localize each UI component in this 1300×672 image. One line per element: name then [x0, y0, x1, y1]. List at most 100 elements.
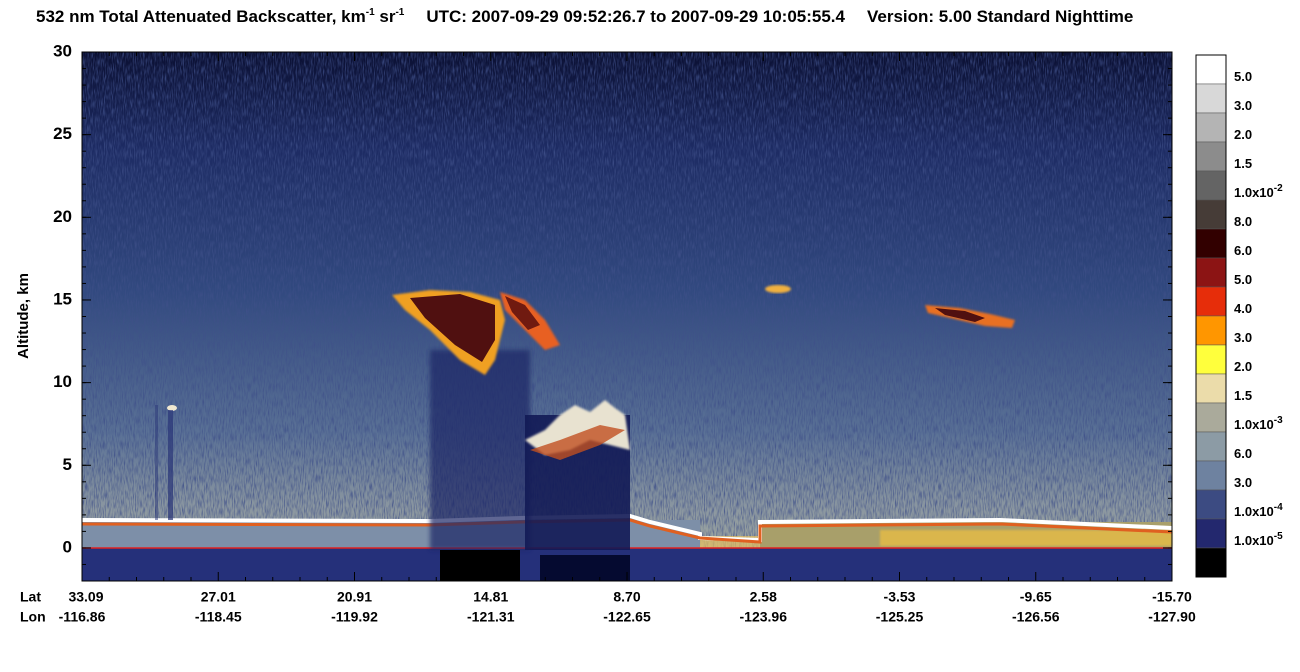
colorbar-label: 2.0 [1234, 127, 1252, 142]
colorbar-label-base: 1.0x10 [1234, 417, 1274, 432]
colorbar-label: 6.0 [1234, 446, 1252, 461]
attenuation [440, 550, 520, 581]
colorbar-label: 1.5 [1234, 388, 1252, 403]
colorbar-label-base: 1.0x10 [1234, 533, 1274, 548]
lat-label: -3.53 [884, 589, 916, 605]
colorbar-label: 3.0 [1234, 475, 1252, 490]
lon-label: -126.56 [1012, 609, 1060, 625]
colorbar-label-base: 5.0 [1234, 69, 1252, 84]
colorbar-label-base: 3.0 [1234, 98, 1252, 113]
colorbar-label: 1.0x10-5 [1234, 531, 1283, 549]
colorbar-label: 3.0 [1234, 330, 1252, 345]
lon-label: -122.65 [603, 609, 651, 625]
colorbar-label: 1.0x10-4 [1234, 502, 1283, 520]
title-sr: sr [375, 7, 396, 26]
colorbar-swatch [1195, 83, 1227, 114]
lat-label: 8.70 [613, 589, 640, 605]
lat-label: 2.58 [750, 589, 777, 605]
y-axis-label: Altitude, km [15, 273, 32, 359]
colorbar-swatch [1195, 344, 1227, 375]
lon-label: -121.31 [467, 609, 515, 625]
colorbar-swatch [1195, 431, 1227, 462]
colorbar-swatch [1195, 518, 1227, 549]
attenuation [155, 405, 158, 520]
y-tick-label: 20 [53, 207, 72, 226]
colorbar-swatch [1195, 402, 1227, 433]
lon-label: -118.45 [195, 609, 242, 625]
colorbar-swatch [1195, 257, 1227, 288]
cloud [167, 405, 177, 411]
cirrus [935, 308, 985, 322]
colorbar-label-base: 3.0 [1234, 330, 1252, 345]
colorbar-swatch [1195, 228, 1227, 259]
colorbar-swatch [1195, 170, 1227, 201]
title: 532 nm Total Attenuated Backscatter, km-… [36, 7, 1133, 26]
colorbar-label-exponent: -4 [1274, 502, 1283, 513]
attenuation [540, 555, 630, 581]
colorbar-swatch [1195, 547, 1227, 578]
colorbar-label: 5.0 [1234, 272, 1252, 287]
colorbar-swatch [1195, 373, 1227, 404]
title-version: Version: 5.00 Standard Nighttime [867, 7, 1133, 26]
y-tick-label: 15 [53, 289, 72, 308]
colorbar-label: 4.0 [1234, 301, 1252, 316]
colorbar-label-exponent: -3 [1274, 415, 1283, 426]
colorbar-label-base: 2.0 [1234, 359, 1252, 374]
colorbar-frame [1195, 54, 1227, 578]
colorbar-label: 2.0 [1234, 359, 1252, 374]
colorbar-label-base: 8.0 [1234, 214, 1252, 229]
lon-label: -127.90 [1148, 609, 1196, 625]
lat-label: 27.01 [201, 589, 236, 605]
lon-label: -125.25 [876, 609, 924, 625]
cirrus [765, 285, 791, 293]
attenuation [430, 350, 530, 550]
colorbar-label: 3.0 [1234, 98, 1252, 113]
row-label: Lon [20, 609, 46, 625]
y-tick-label: 5 [63, 455, 72, 474]
colorbar-label-base: 1.5 [1234, 388, 1252, 403]
lat-label: 20.91 [337, 589, 372, 605]
lat-label: -15.70 [1152, 589, 1192, 605]
lat-label: -9.65 [1020, 589, 1052, 605]
colorbar-swatch [1195, 460, 1227, 491]
title-main: 532 nm Total Attenuated Backscatter, km [36, 7, 366, 26]
colorbar-label-exponent: -5 [1274, 531, 1283, 542]
lat-label: 14.81 [473, 589, 508, 605]
title-exponent: -1 [395, 7, 404, 18]
colorbar-label-base: 2.0 [1234, 127, 1252, 142]
colorbar-swatch [1195, 54, 1227, 85]
cirrus [505, 296, 540, 330]
colorbar-swatch [1195, 112, 1227, 143]
colorbar-label: 1.5 [1234, 156, 1252, 171]
colorbar-label-exponent: -2 [1274, 183, 1283, 194]
y-tick-label: 30 [53, 41, 72, 60]
colorbar-swatch [1195, 315, 1227, 346]
colorbar-label-base: 1.5 [1234, 156, 1252, 171]
y-tick-label: 25 [53, 124, 72, 143]
cloud [530, 425, 625, 460]
colorbar-label: 5.0 [1234, 69, 1252, 84]
colorbar-swatch [1195, 199, 1227, 230]
y-tick-label: 0 [63, 537, 72, 556]
colorbar-label: 6.0 [1234, 243, 1252, 258]
lat-label: 33.09 [68, 589, 103, 605]
row-label: Lat [20, 589, 41, 605]
colorbar-label: 8.0 [1234, 214, 1252, 229]
colorbar-label: 1.0x10-2 [1234, 183, 1283, 201]
aerosol [880, 530, 1172, 546]
lon-label: -123.96 [740, 609, 788, 625]
lon-label: -116.86 [59, 609, 106, 625]
colorbar-label-base: 1.0x10 [1234, 185, 1274, 200]
colorbar-swatch [1195, 141, 1227, 172]
y-tick-label: 10 [53, 372, 72, 391]
backscatter-image [81, 52, 1173, 581]
title-exponent: -1 [366, 7, 375, 18]
colorbar-label-base: 3.0 [1234, 475, 1252, 490]
colorbar-label-base: 6.0 [1234, 243, 1252, 258]
colorbar-swatch [1195, 489, 1227, 520]
title-utc: UTC: 2007-09-29 09:52:26.7 to 2007-09-29… [426, 7, 845, 26]
lon-label: -119.92 [331, 609, 378, 625]
colorbar-label-base: 4.0 [1234, 301, 1252, 316]
colorbar-swatch [1195, 286, 1227, 317]
